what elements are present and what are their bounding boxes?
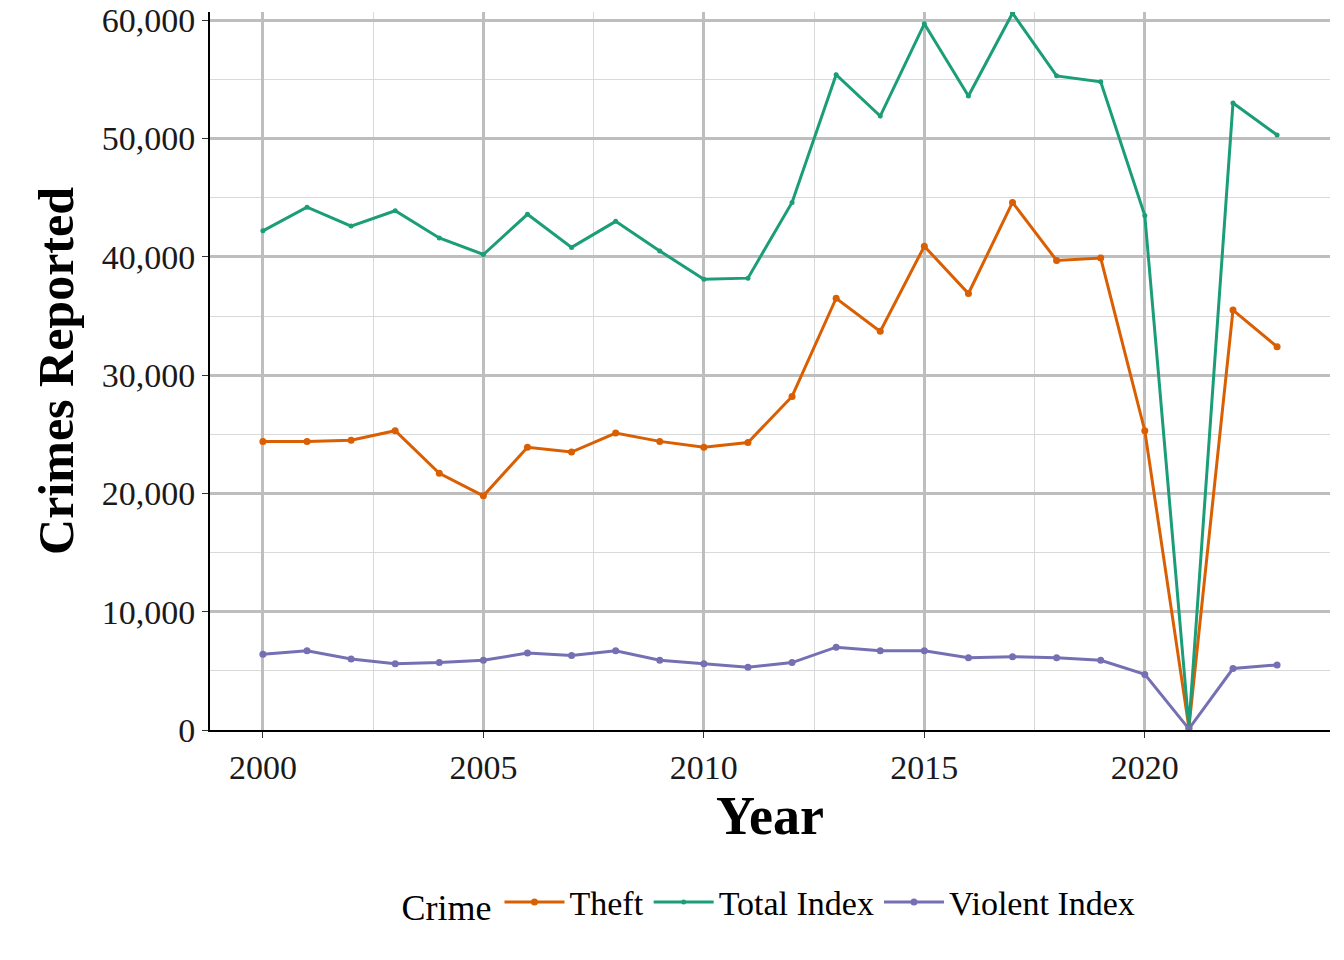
- svg-text:2020: 2020: [1111, 749, 1179, 786]
- svg-text:10,000: 10,000: [102, 594, 196, 631]
- svg-text:Total Index: Total Index: [719, 885, 874, 922]
- svg-text:2010: 2010: [670, 749, 738, 786]
- svg-text:20,000: 20,000: [102, 475, 196, 512]
- svg-text:2000: 2000: [229, 749, 297, 786]
- svg-text:2015: 2015: [890, 749, 958, 786]
- svg-text:50,000: 50,000: [102, 120, 196, 157]
- svg-text:Theft: Theft: [569, 885, 643, 922]
- svg-text:40,000: 40,000: [102, 239, 196, 276]
- svg-text:Violent Index: Violent Index: [949, 885, 1135, 922]
- svg-text:Year: Year: [716, 786, 824, 846]
- svg-text:0: 0: [178, 712, 195, 749]
- svg-text:2005: 2005: [449, 749, 517, 786]
- svg-text:Crimes Reported: Crimes Reported: [28, 187, 84, 555]
- svg-text:30,000: 30,000: [102, 357, 196, 394]
- svg-text:Crime: Crime: [402, 888, 492, 928]
- svg-text:60,000: 60,000: [102, 2, 196, 39]
